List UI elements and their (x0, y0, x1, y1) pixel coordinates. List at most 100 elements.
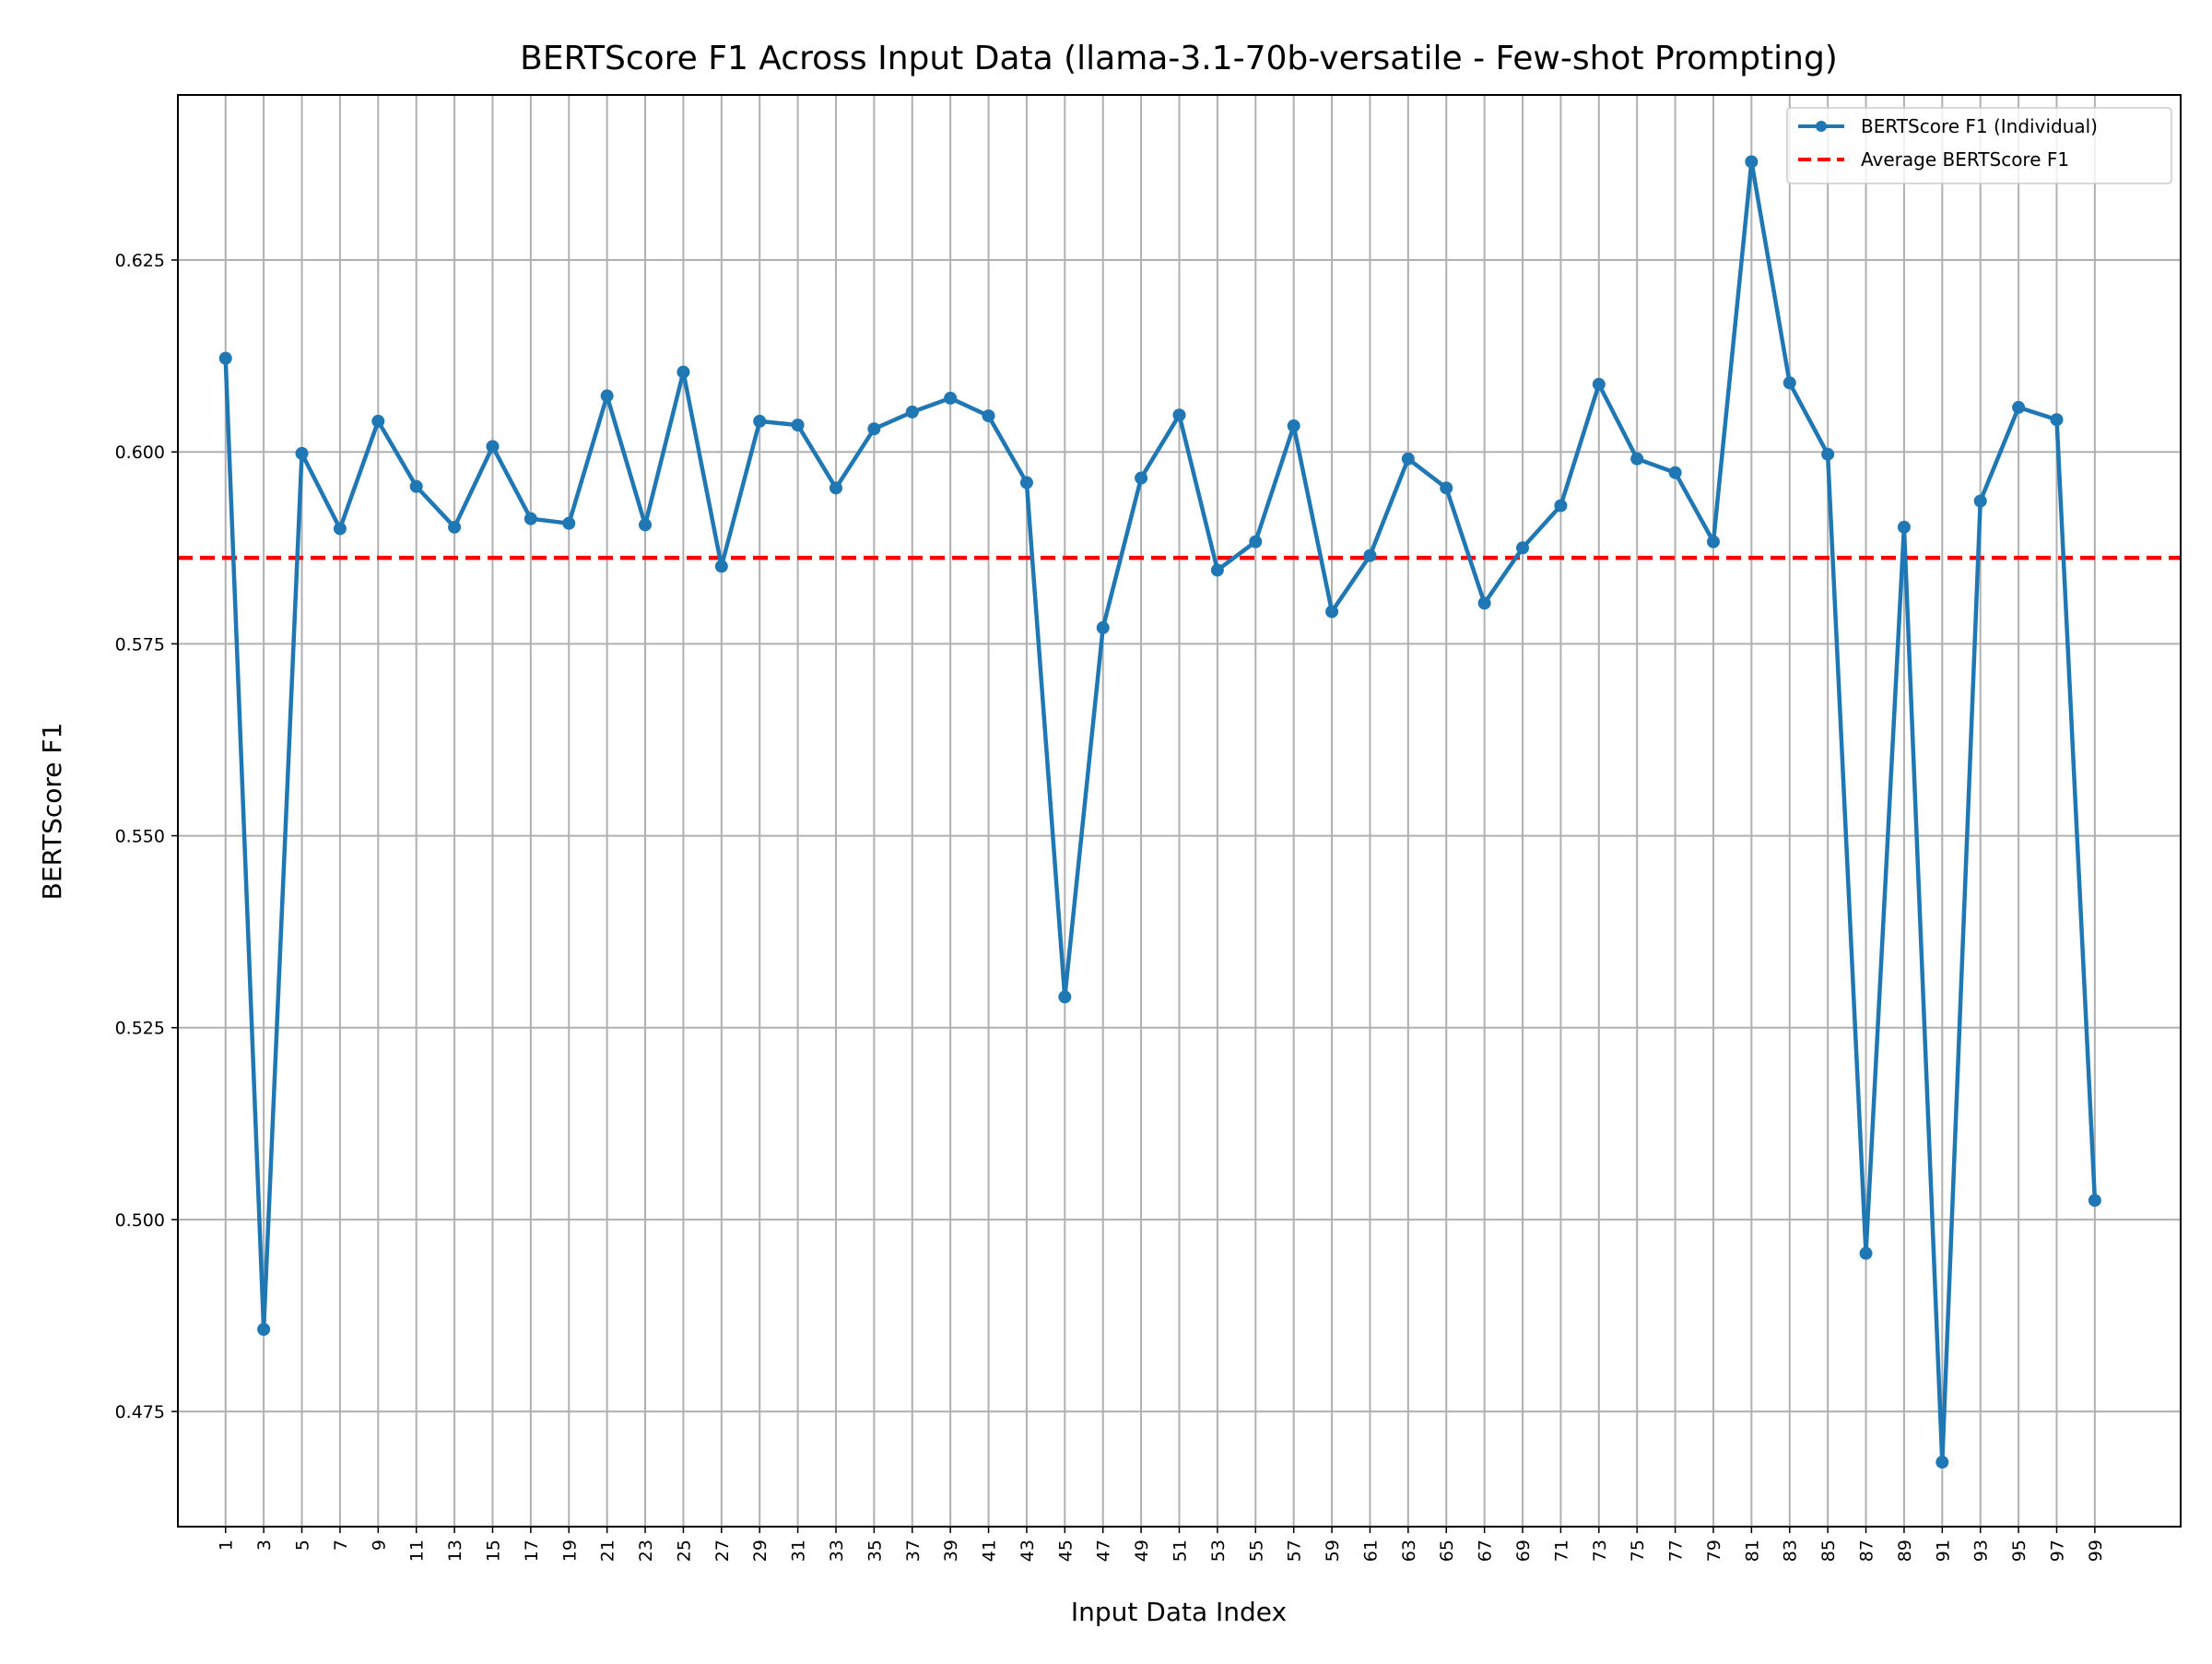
x-tick-label: 3 (254, 1540, 275, 1551)
x-tick-label: 25 (674, 1540, 694, 1562)
data-point (1554, 499, 1568, 513)
data-point (1706, 535, 1720, 549)
x-tick-label: 53 (1208, 1540, 1229, 1562)
data-point (600, 389, 614, 403)
x-tick-label: 27 (712, 1540, 733, 1562)
data-point (2012, 400, 2026, 414)
data-point (524, 512, 537, 525)
data-point (1630, 452, 1644, 466)
data-point (1019, 476, 1033, 490)
x-tick-label: 9 (369, 1540, 389, 1551)
data-point (1135, 471, 1148, 485)
x-tick-label: 21 (598, 1540, 618, 1562)
x-tick-label: 93 (1971, 1540, 1992, 1562)
legend: BERTScore F1 (Individual) Average BERTSc… (1786, 107, 2172, 184)
x-tick-label: 89 (1895, 1540, 1915, 1562)
y-tick-label: 0.475 (115, 1402, 165, 1422)
data-point (1058, 990, 1072, 1004)
data-point (905, 405, 919, 419)
y-tick-label: 0.625 (115, 251, 165, 271)
x-tick-label: 75 (1628, 1540, 1648, 1562)
data-point (1096, 620, 1110, 634)
x-tick-label: 39 (941, 1540, 961, 1562)
x-tick-label: 31 (789, 1540, 809, 1562)
x-tick-label: 81 (1742, 1540, 1762, 1562)
data-point (753, 414, 767, 428)
x-axis-label: Input Data Index (1071, 1597, 1287, 1627)
chart-title: BERTScore F1 Across Input Data (llama-3.… (520, 40, 1838, 77)
data-point (333, 522, 347, 536)
data-point (639, 518, 653, 532)
x-tick-label: 41 (980, 1540, 1000, 1562)
x-tick-label: 85 (1818, 1540, 1839, 1562)
x-tick-label: 69 (1513, 1540, 1534, 1562)
data-point (1936, 1456, 1949, 1469)
data-point (2050, 413, 2064, 427)
x-tick-label: 49 (1132, 1540, 1152, 1562)
series-layer (218, 155, 2101, 1469)
x-tick-label: 67 (1476, 1540, 1496, 1562)
data-point (1821, 447, 1835, 461)
data-point (1668, 466, 1682, 479)
data-point (1210, 563, 1224, 577)
data-point (1363, 549, 1377, 562)
data-point (1440, 481, 1453, 495)
data-point (409, 479, 423, 493)
y-axis-label: BERTScore F1 (37, 723, 67, 901)
data-point (1249, 535, 1263, 549)
x-tick-label: 13 (445, 1540, 465, 1562)
x-tick-label: 23 (636, 1540, 656, 1562)
x-tick-label: 63 (1399, 1540, 1419, 1562)
x-tick-label: 97 (2047, 1540, 2067, 1562)
legend-series-marker (1816, 121, 1827, 132)
y-tick-label: 0.600 (115, 443, 165, 463)
data-point (1973, 494, 1987, 508)
x-tick-label: 35 (865, 1540, 885, 1562)
y-tick-label: 0.500 (115, 1210, 165, 1231)
x-tick-label: 87 (1857, 1540, 1877, 1562)
x-tick-label: 7 (331, 1540, 351, 1551)
data-point (1325, 605, 1339, 619)
data-point (2088, 1194, 2101, 1208)
legend-label-individual: BERTScore F1 (Individual) (1861, 115, 2098, 137)
data-point (791, 419, 805, 432)
y-tick-label: 0.550 (115, 827, 165, 847)
data-point (1287, 419, 1300, 432)
data-point (1477, 596, 1491, 610)
x-tick-label: 95 (2009, 1540, 2030, 1562)
y-tick-label: 0.575 (115, 634, 165, 655)
data-point (486, 440, 500, 454)
x-tick-label: 15 (483, 1540, 503, 1562)
x-tick-label: 71 (1551, 1540, 1571, 1562)
x-tick-label: 43 (1018, 1540, 1038, 1562)
data-point (295, 446, 309, 460)
data-point (829, 481, 842, 495)
x-tick-label: 5 (293, 1540, 313, 1551)
x-tick-label: 1 (217, 1540, 237, 1551)
data-point (1897, 520, 1911, 534)
x-tick-label: 91 (1933, 1540, 1953, 1562)
tick-layer: 1 3 5 7 9 11 13 15 17 19 21 23 25 27 29 31 33 35 37 39 41 43 4… (115, 251, 2106, 1562)
x-tick-label: 17 (522, 1540, 542, 1562)
x-tick-label: 83 (1781, 1540, 1801, 1562)
data-point (982, 409, 995, 423)
data-point (1401, 452, 1415, 466)
x-tick-label: 19 (559, 1540, 580, 1562)
grid (178, 95, 2181, 1527)
x-tick-label: 73 (1590, 1540, 1610, 1562)
x-tick-label: 99 (2086, 1540, 2106, 1562)
data-point (371, 414, 385, 428)
data-point (1592, 377, 1606, 391)
data-point (1172, 408, 1186, 422)
x-tick-label: 57 (1285, 1540, 1305, 1562)
x-tick-label: 47 (1094, 1540, 1114, 1562)
x-tick-label: 61 (1360, 1540, 1381, 1562)
x-tick-label: 65 (1437, 1540, 1457, 1562)
data-point (257, 1322, 271, 1336)
data-point (1745, 155, 1759, 169)
data-point (1783, 376, 1796, 390)
data-point (562, 516, 576, 530)
